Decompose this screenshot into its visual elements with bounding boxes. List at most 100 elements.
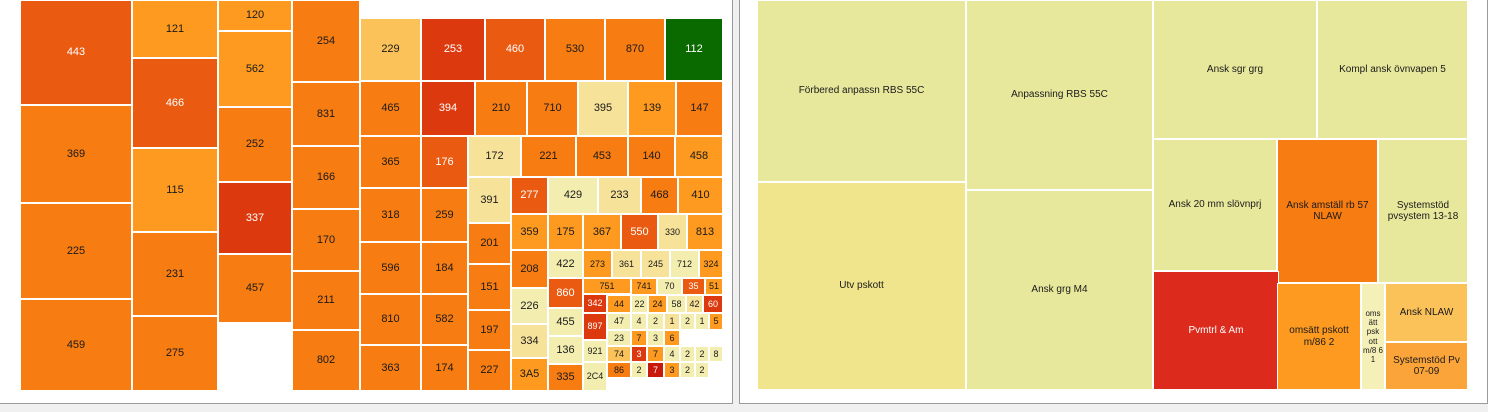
treemap-left-cell[interactable]: 550	[621, 214, 658, 250]
treemap-left-cell[interactable]: 466	[132, 58, 218, 148]
treemap-left-cell[interactable]: 395	[578, 81, 628, 136]
treemap-left-cell[interactable]: 810	[360, 294, 421, 345]
treemap-left-cell[interactable]: 136	[548, 336, 583, 364]
treemap-left-cell[interactable]: 2	[695, 346, 709, 362]
treemap-left-cell[interactable]: 74	[607, 346, 631, 362]
treemap-left-cell[interactable]: 35	[682, 278, 705, 295]
treemap-right-cell[interactable]: Förbered anpassn RBS 55C	[757, 0, 966, 182]
treemap-left-cell[interactable]: 342	[583, 294, 607, 313]
treemap-left-cell[interactable]: 225	[20, 203, 132, 299]
treemap-left-cell[interactable]: 4	[631, 313, 647, 330]
treemap-left-cell[interactable]: 391	[468, 177, 511, 223]
treemap-left-cell[interactable]: 530	[545, 18, 605, 81]
treemap-right-cell[interactable]: Ansk sgr grg	[1153, 0, 1317, 139]
treemap-left-cell[interactable]: 921	[583, 340, 607, 362]
treemap-left-cell[interactable]: 233	[598, 177, 641, 214]
treemap-left-cell[interactable]: 1	[664, 313, 680, 330]
treemap-left-cell[interactable]: 70	[657, 278, 682, 295]
treemap-left-cell[interactable]: 24	[648, 295, 667, 313]
treemap-right-cell[interactable]: oms ätt psk ott m/8 6 1	[1361, 283, 1385, 390]
treemap-left-cell[interactable]: 3	[647, 330, 664, 346]
treemap-right-cell[interactable]: Pvmtrl & Am	[1153, 271, 1279, 390]
treemap-left-cell[interactable]: 337	[218, 182, 292, 254]
treemap-left-cell[interactable]: 175	[548, 214, 583, 250]
treemap-left-cell[interactable]: 457	[218, 254, 292, 323]
treemap-left-cell[interactable]: 3	[631, 346, 647, 362]
treemap-left-cell[interactable]: 831	[292, 82, 360, 146]
treemap-left-cell[interactable]: 582	[421, 294, 468, 345]
treemap-left-cell[interactable]: 443	[20, 0, 132, 105]
treemap-left-cell[interactable]: 455	[548, 308, 583, 336]
treemap-left-cell[interactable]: 120	[218, 0, 292, 31]
treemap-left-cell[interactable]: 751	[583, 278, 631, 294]
treemap-right-cell[interactable]: Ansk grg M4	[966, 190, 1153, 390]
treemap-left-cell[interactable]: 4	[664, 346, 680, 362]
treemap-left-cell[interactable]: 174	[421, 345, 468, 391]
treemap-left-cell[interactable]: 277	[511, 177, 548, 214]
treemap-left-cell[interactable]: 465	[360, 81, 421, 136]
treemap-left-cell[interactable]: 2	[680, 313, 695, 330]
treemap-right-cell[interactable]: Ansk NLAW	[1385, 283, 1468, 342]
treemap-left-cell[interactable]: 334	[511, 324, 548, 358]
treemap-left-cell[interactable]: 6	[664, 330, 680, 346]
treemap-left-cell[interactable]: 252	[218, 107, 292, 182]
treemap-left-cell[interactable]: 361	[612, 250, 641, 278]
treemap-left-cell[interactable]: 2	[695, 362, 709, 378]
treemap-left-cell[interactable]: 211	[292, 271, 360, 330]
treemap-left-cell[interactable]: 47	[607, 313, 631, 330]
treemap-left-cell[interactable]: 562	[218, 31, 292, 107]
treemap-left-cell[interactable]: 197	[468, 310, 511, 350]
treemap-left-cell[interactable]: 208	[511, 250, 548, 288]
treemap-left-cell[interactable]: 410	[678, 177, 723, 214]
treemap-left-cell[interactable]: 741	[631, 278, 657, 295]
treemap-left-cell[interactable]: 140	[628, 136, 675, 177]
treemap-right-cell[interactable]: Systemstöd pvsystem 13-18	[1378, 139, 1468, 283]
treemap-left-cell[interactable]: 253	[421, 18, 485, 81]
treemap-left-cell[interactable]: 2C4	[583, 362, 607, 391]
treemap-left-cell[interactable]: 210	[475, 81, 527, 136]
treemap-left-cell[interactable]: 8	[709, 346, 723, 362]
treemap-left-cell[interactable]: 897	[583, 313, 607, 340]
treemap-left-cell[interactable]: 139	[628, 81, 676, 136]
treemap-left-cell[interactable]: 58	[667, 295, 686, 313]
treemap-left-cell[interactable]: 147	[676, 81, 723, 136]
treemap-left-cell[interactable]: 3A5	[511, 358, 548, 391]
treemap-left-cell[interactable]: 7	[647, 362, 664, 378]
treemap-left-cell[interactable]: 860	[548, 278, 583, 308]
treemap-right-cell[interactable]: omsätt pskott m/86 2	[1277, 283, 1361, 390]
treemap-left-cell[interactable]: 115	[132, 148, 218, 232]
treemap-left-cell[interactable]: 369	[20, 105, 132, 203]
treemap-left-cell[interactable]: 2	[680, 346, 695, 362]
treemap-left-cell[interactable]: 460	[485, 18, 545, 81]
treemap-left-cell[interactable]: 170	[292, 209, 360, 271]
treemap-left-cell[interactable]: 184	[421, 242, 468, 294]
treemap-left-cell[interactable]: 259	[421, 188, 468, 242]
treemap-left-cell[interactable]: 226	[511, 288, 548, 324]
treemap-left-cell[interactable]: 221	[521, 136, 576, 177]
treemap-left-cell[interactable]: 22	[631, 295, 648, 313]
treemap-left-cell[interactable]: 335	[548, 364, 583, 391]
treemap-right-cell[interactable]: Anpassning RBS 55C	[966, 0, 1153, 190]
treemap-left-cell[interactable]: 813	[687, 214, 723, 250]
treemap-right-cell[interactable]: Utv pskott	[757, 182, 966, 390]
treemap-left-cell[interactable]: 710	[527, 81, 578, 136]
treemap-left-cell[interactable]: 60	[703, 295, 723, 313]
treemap-left-cell[interactable]: 324	[699, 250, 723, 278]
treemap-left-cell[interactable]: 870	[605, 18, 665, 81]
treemap-left-cell[interactable]: 367	[583, 214, 621, 250]
treemap-left-cell[interactable]: 596	[360, 242, 421, 294]
treemap-left-cell[interactable]: 453	[576, 136, 628, 177]
treemap-right-cell[interactable]: Systemstöd Pv 07-09	[1385, 342, 1468, 390]
treemap-left-cell[interactable]: 273	[583, 250, 612, 278]
treemap-left-cell[interactable]: 86	[607, 362, 631, 378]
treemap-left-cell[interactable]: 44	[607, 295, 631, 313]
treemap-left-cell[interactable]: 2	[647, 313, 664, 330]
treemap-left-cell[interactable]: 468	[641, 177, 678, 214]
treemap-left-cell[interactable]: 458	[675, 136, 723, 177]
treemap-right-cell[interactable]: Ansk amställ rb 57 NLAW	[1277, 139, 1378, 283]
treemap-left-cell[interactable]: 42	[686, 295, 703, 313]
treemap-left-cell[interactable]: 51	[705, 278, 723, 295]
treemap-left-cell[interactable]: 7	[647, 346, 664, 362]
treemap-left-cell[interactable]: 5	[709, 313, 723, 330]
treemap-left-cell[interactable]: 245	[641, 250, 670, 278]
